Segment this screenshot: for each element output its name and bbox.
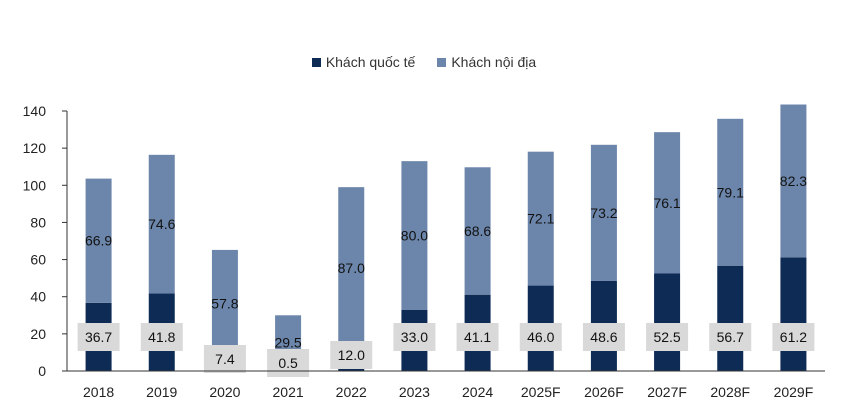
chart-legend: Khách quốc tế Khách nội địa	[0, 54, 848, 70]
y-tick-label: 140	[23, 103, 47, 119]
data-label-international: 41.1	[464, 329, 491, 345]
bar-international	[717, 265, 744, 371]
data-label-box-international	[267, 349, 310, 377]
x-tick-label: 2021	[273, 384, 304, 400]
x-tick-label: 2028F	[710, 384, 750, 400]
data-label-international: 0.5	[278, 355, 298, 371]
data-label-international: 36.7	[85, 329, 112, 345]
x-tick-label: 2027F	[647, 384, 687, 400]
data-label-box-international	[203, 345, 246, 373]
data-label-box-international	[709, 323, 752, 351]
bar-domestic	[654, 132, 681, 274]
legend-item-domestic: Khách nội địa	[437, 54, 536, 70]
bar-domestic	[717, 118, 744, 266]
bar-domestic	[527, 151, 554, 286]
x-tick-label: 2020	[209, 384, 240, 400]
data-label-domestic: 73.2	[590, 205, 617, 221]
data-label-domestic: 57.8	[211, 296, 238, 312]
data-label-domestic: 82.3	[780, 173, 807, 189]
data-label-box-international	[772, 323, 815, 351]
y-tick-label: 0	[38, 363, 46, 379]
data-label-domestic: 87.0	[338, 260, 365, 276]
bars-group	[85, 104, 807, 371]
x-tick-label: 2023	[399, 384, 430, 400]
legend-swatch-domestic	[437, 57, 447, 67]
x-tick-label: 2022	[336, 384, 367, 400]
y-tick-label: 100	[23, 177, 47, 193]
data-label-box-international	[456, 323, 499, 351]
bar-domestic	[780, 104, 807, 258]
bar-domestic	[211, 249, 238, 358]
legend-label-domestic: Khách nội địa	[451, 54, 537, 70]
x-tick-label: 2024	[462, 384, 493, 400]
data-label-international: 12.0	[338, 347, 365, 363]
bar-domestic	[338, 187, 365, 349]
y-tick-label: 20	[30, 326, 46, 342]
data-label-international: 33.0	[401, 329, 428, 345]
bar-domestic	[401, 161, 428, 310]
data-label-domestic: 79.1	[717, 184, 744, 200]
data-label-international: 7.4	[215, 351, 235, 367]
data-label-box-international	[646, 323, 689, 351]
legend-swatch-international	[311, 57, 321, 67]
data-label-domestic: 74.6	[148, 216, 175, 232]
data-label-domestic: 29.5	[274, 335, 301, 351]
data-label-box-international	[519, 323, 562, 351]
data-label-box-international	[393, 323, 436, 351]
y-tick-label: 80	[30, 214, 46, 230]
data-label-international: 48.6	[590, 329, 617, 345]
bar-international	[654, 273, 681, 371]
bar-domestic	[590, 144, 617, 281]
data-label-domestic: 80.0	[401, 227, 428, 243]
y-tick-label: 40	[30, 289, 46, 305]
data-label-international: 41.8	[148, 329, 175, 345]
x-axis: 2018 2019 2020 2021 2022 2023 2024 2025F 2026F 20…	[67, 370, 825, 400]
bar-domestic	[148, 154, 175, 294]
data-label-international: 61.2	[780, 329, 807, 345]
y-axis: 0 20 40 60 80 100 120 140	[23, 103, 68, 379]
y-tick-label: 60	[30, 252, 46, 268]
data-label-box-international	[582, 323, 625, 351]
data-label-box-international	[330, 341, 373, 369]
bar-domestic	[464, 167, 491, 295]
data-label-box-international	[77, 323, 120, 351]
x-tick-label: 2025F	[521, 384, 561, 400]
bar-domestic	[85, 178, 112, 303]
data-label-international: 46.0	[527, 329, 554, 345]
x-tick-label: 2029F	[774, 384, 814, 400]
data-label-domestic: 76.1	[653, 195, 680, 211]
x-tick-label: 2026F	[584, 384, 624, 400]
data-label-box-international	[140, 323, 183, 351]
data-label-domestic: 66.9	[85, 233, 112, 249]
data-label-international: 52.5	[653, 329, 680, 345]
data-label-domestic: 68.6	[464, 223, 491, 239]
bar-international	[780, 257, 807, 371]
legend-item-international: Khách quốc tế	[311, 54, 416, 70]
x-tick-label: 2019	[146, 384, 177, 400]
x-tick-label: 2018	[83, 384, 114, 400]
data-label-domestic: 72.1	[527, 211, 554, 227]
y-tick-label: 120	[23, 140, 47, 156]
legend-label-international: Khách quốc tế	[325, 54, 416, 70]
data-label-international: 56.7	[717, 329, 744, 345]
data-labels-group: 66.9 36.7 74.6 41.8 57.8 7.4 29.5 0.5 87.0 12.0 80…	[77, 173, 815, 377]
